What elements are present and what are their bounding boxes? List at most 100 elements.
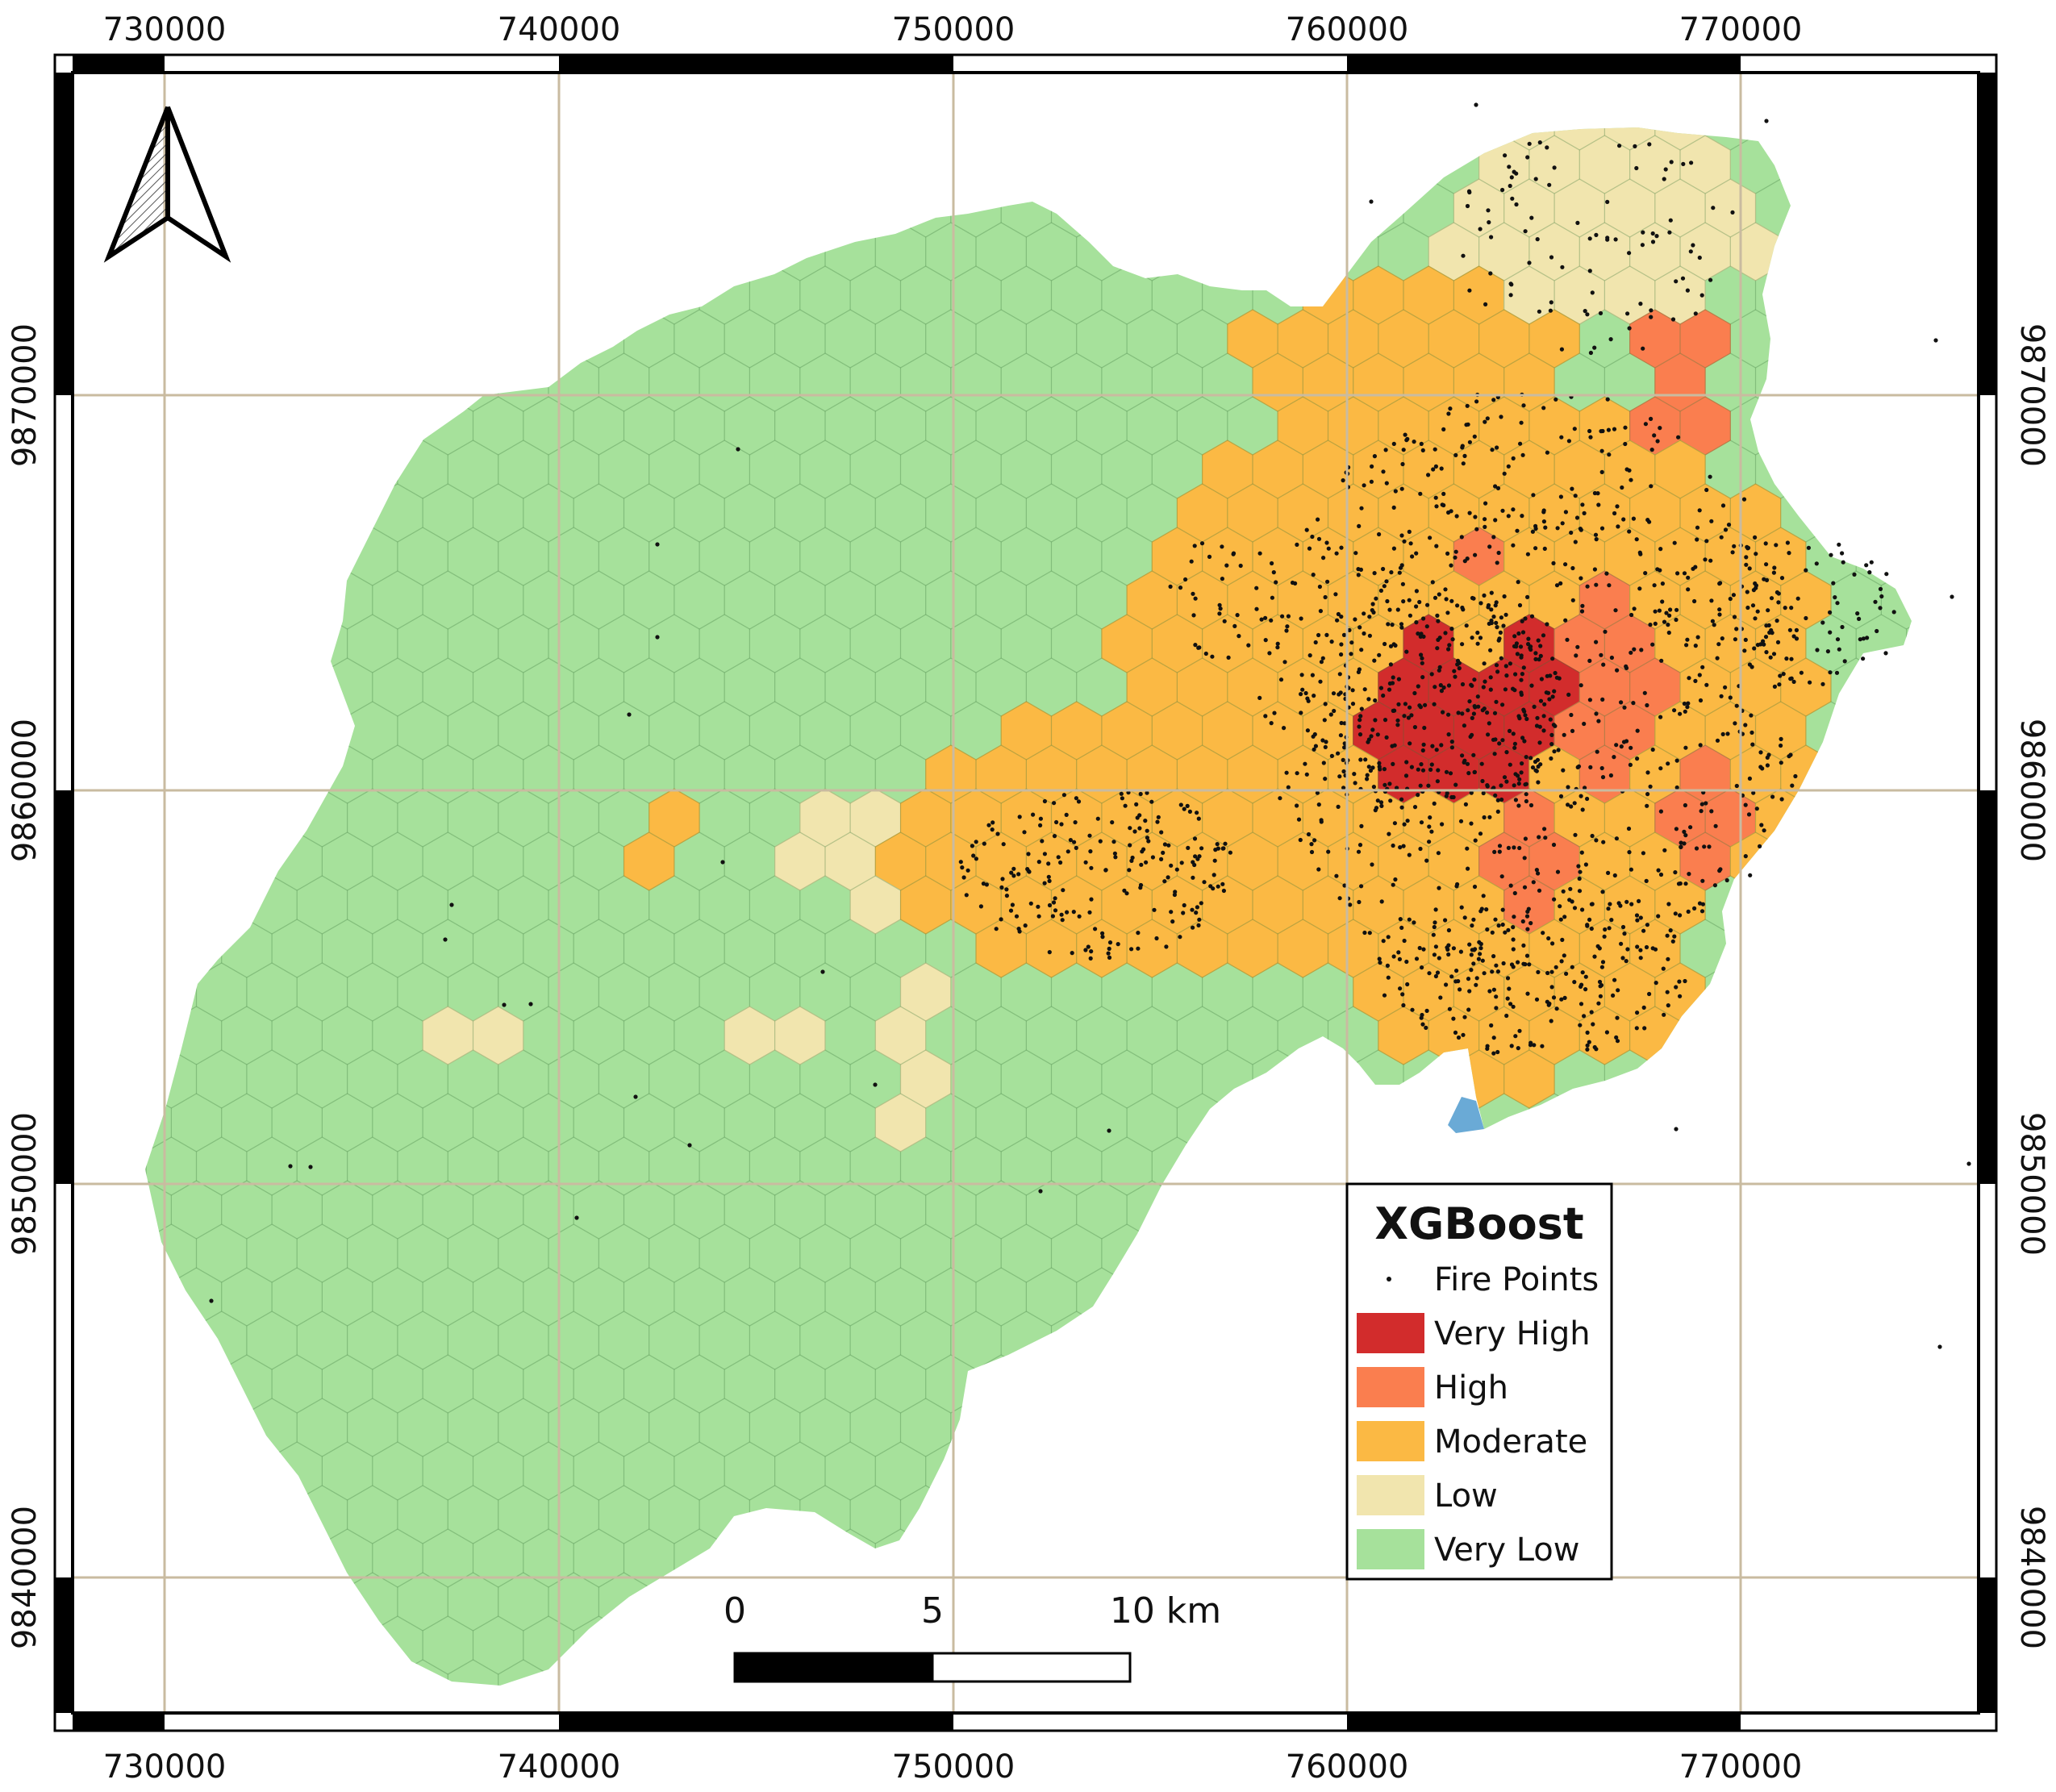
fire-point	[1400, 461, 1405, 467]
fire-point	[1144, 860, 1149, 865]
hexagon-outline	[1403, 875, 1455, 935]
hexagon-outline	[1453, 352, 1505, 412]
fire-point	[1054, 819, 1059, 825]
fire-point	[1474, 527, 1479, 531]
fire-point	[1514, 641, 1519, 646]
fire-point	[1348, 902, 1353, 907]
hexagon-outline	[1050, 701, 1103, 761]
hexagon-outline	[1050, 527, 1103, 586]
hexagon-outline	[1151, 1485, 1203, 1544]
hexagon-outline	[1050, 127, 1103, 151]
fire-point	[1647, 991, 1652, 997]
hexagon-outline	[447, 1572, 499, 1632]
hexagon-outline	[1353, 1659, 1404, 1686]
hexagon-outline	[1453, 962, 1505, 1022]
fire-point	[1471, 596, 1476, 601]
hexagon-outline	[598, 1311, 650, 1370]
fire-point	[1799, 670, 1804, 675]
x-tick-top: 740000	[498, 11, 621, 48]
fire-point	[1391, 675, 1395, 680]
hexagon-outline	[1654, 127, 1706, 151]
hexagon-outline	[548, 440, 600, 499]
hexagon-outline	[271, 1615, 323, 1675]
fire-point	[1583, 974, 1588, 979]
fire-point	[1683, 978, 1687, 984]
hexagon-outline	[145, 701, 198, 761]
hexagon-outline	[548, 1398, 600, 1457]
fire-point	[1506, 514, 1511, 519]
hexagon-outline	[523, 309, 574, 369]
fire-point	[1683, 881, 1688, 886]
fire-point	[1514, 202, 1519, 207]
fire-point	[1504, 673, 1509, 678]
fire-point	[1098, 839, 1103, 844]
hexagon-outline	[1353, 265, 1404, 325]
hexagon-outline	[1805, 1049, 1857, 1109]
hexagon-outline	[598, 1223, 650, 1283]
hexagon-outline	[1353, 701, 1404, 761]
hexagon-outline	[1729, 483, 1782, 543]
fire-point	[1338, 690, 1343, 695]
fire-point	[1511, 1004, 1516, 1009]
hexagon-outline	[221, 1180, 273, 1240]
fire-point	[1594, 711, 1599, 716]
legend-label-very-low: Very Low	[1434, 1532, 1579, 1569]
fire-point	[1472, 769, 1477, 775]
fire-point	[1652, 583, 1657, 588]
fire-point	[1583, 786, 1587, 790]
fire-point	[1776, 600, 1781, 605]
fire-point	[1199, 541, 1205, 546]
hexagon-outline	[674, 222, 725, 281]
fire-point	[1617, 144, 1622, 148]
fire-point	[1431, 467, 1436, 472]
hexagon-outline	[925, 1267, 977, 1327]
hexagon-outline	[1629, 657, 1681, 717]
fire-point	[1605, 235, 1610, 240]
fire-point	[1666, 902, 1671, 906]
fire-point	[1641, 851, 1645, 856]
hexagon-outline	[598, 614, 650, 673]
fire-point	[1485, 783, 1490, 788]
hexagon-outline	[1403, 127, 1455, 151]
hexagon-outline	[1176, 483, 1228, 543]
fire-point	[687, 1143, 692, 1148]
fire-point	[1433, 944, 1438, 949]
hexagon-outline	[648, 962, 700, 1022]
fire-point	[1493, 603, 1498, 608]
hexagon-outline	[1906, 1136, 1912, 1196]
hexagon-outline	[422, 1441, 474, 1501]
hexagon-outline	[925, 1180, 977, 1240]
fire-point	[1538, 653, 1543, 659]
hexagon-outline	[849, 1223, 902, 1283]
hexagon-outline	[1654, 875, 1706, 935]
y-tick-right: 9840000	[2013, 1506, 2050, 1649]
fire-point	[1199, 846, 1204, 851]
hexagon-outline	[548, 1485, 600, 1544]
fire-point	[1217, 602, 1222, 607]
fire-point	[1500, 738, 1505, 743]
fire-point	[1606, 427, 1611, 432]
fire-point	[1662, 848, 1667, 852]
hexagon-outline	[321, 1093, 373, 1152]
fire-point	[1541, 714, 1546, 719]
fire-point	[1524, 755, 1528, 760]
fire-point	[1545, 145, 1549, 150]
fire-point	[1704, 801, 1708, 806]
hexagon-outline	[347, 1223, 398, 1283]
hexagon-outline	[1578, 135, 1631, 194]
fire-point	[1282, 660, 1287, 665]
hexagon-outline	[1428, 744, 1480, 804]
hexagon-outline	[195, 614, 248, 673]
hexagon-outline	[372, 570, 423, 630]
fire-point	[1495, 798, 1500, 802]
hexagon-outline	[271, 657, 323, 717]
fire-point	[1522, 739, 1527, 744]
fire-point	[1418, 491, 1423, 496]
fire-point	[1412, 725, 1417, 730]
hexagon-outline	[221, 135, 273, 194]
fire-point	[1488, 271, 1493, 276]
hexagon-outline	[1126, 831, 1178, 891]
fire-point	[1059, 822, 1064, 827]
fire-point	[1495, 969, 1500, 974]
fire-point	[1403, 432, 1408, 437]
